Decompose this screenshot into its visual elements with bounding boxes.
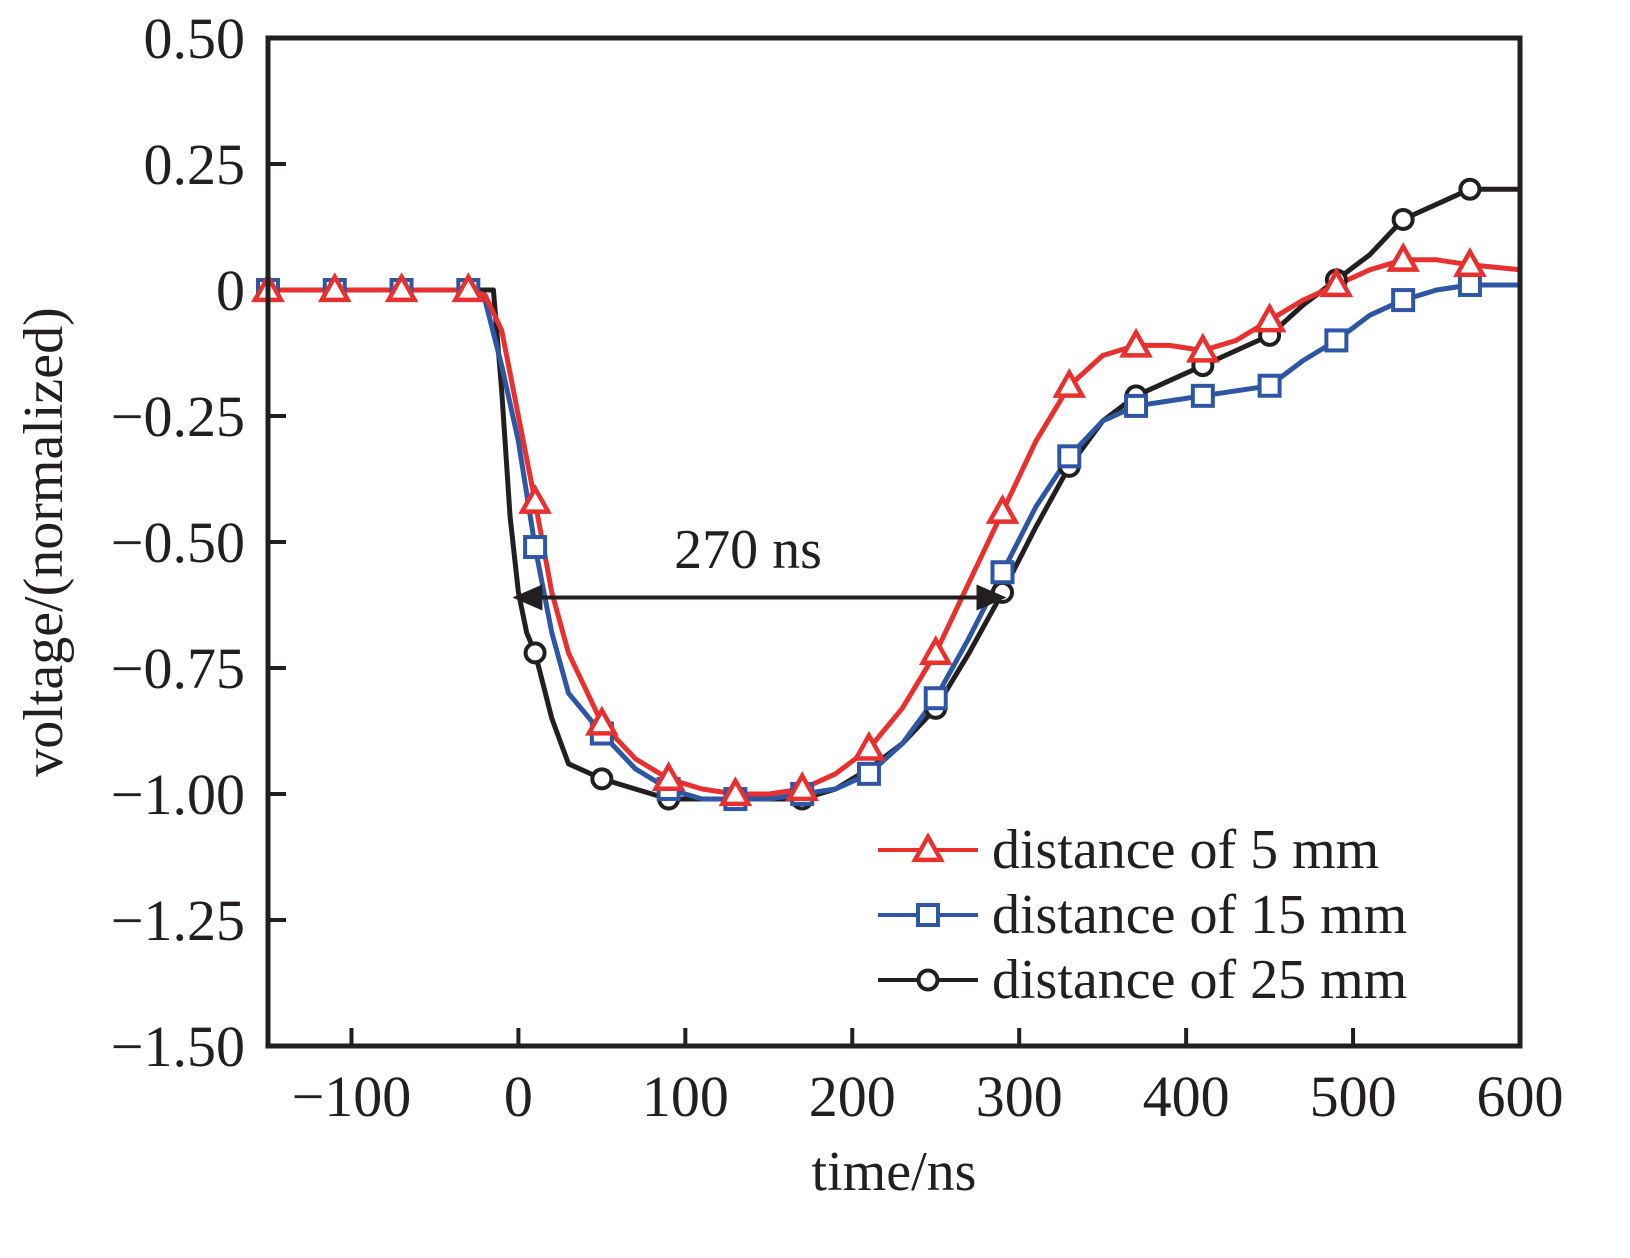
y-tick-label: 0.25 xyxy=(144,132,246,197)
series-3-marker xyxy=(1391,207,1415,231)
y-tick-label: −0.75 xyxy=(111,636,245,701)
y-tick-label: −1.00 xyxy=(111,762,245,827)
x-tick-label: −100 xyxy=(292,1064,412,1129)
series-1-marker xyxy=(651,761,686,792)
legend-triangle-icon xyxy=(911,832,945,863)
legend-square-icon xyxy=(916,903,940,927)
series-2-marker xyxy=(1457,272,1482,297)
series-2-marker xyxy=(1057,444,1082,469)
legend-item-3: distance of 25 mm xyxy=(878,949,1407,1011)
y-tick-label: −0.25 xyxy=(111,384,245,449)
legend-label: distance of 25 mm xyxy=(992,949,1407,1011)
series-2-marker xyxy=(1190,383,1215,408)
x-tick-label: 400 xyxy=(1143,1064,1230,1129)
series-1-marker xyxy=(1119,327,1153,358)
series-2-marker xyxy=(1124,393,1149,418)
series-1-marker xyxy=(1252,302,1287,333)
series-2-marker xyxy=(923,686,948,711)
legend-circle-icon xyxy=(916,968,940,992)
series-3-marker xyxy=(523,641,547,665)
series-1-marker xyxy=(985,493,1020,524)
series-2-marker xyxy=(1324,328,1349,353)
series-1-marker xyxy=(785,771,820,802)
plot-frame xyxy=(265,35,1523,1049)
series-2-marker xyxy=(856,761,881,786)
x-tick-label: 300 xyxy=(976,1064,1063,1129)
y-tick-label: −1.50 xyxy=(111,1014,245,1079)
series-1-marker xyxy=(1386,241,1420,272)
y-axis-title: voltage/(normalized) xyxy=(13,307,75,777)
series-1-marker xyxy=(718,776,753,807)
y-tick-label: −1.25 xyxy=(111,888,245,953)
series-line-1 xyxy=(268,257,1520,797)
series-3-marker xyxy=(1458,177,1482,201)
annotation-label: 270 ns xyxy=(674,519,822,581)
legend-item-1: distance of 5 mm xyxy=(878,819,1379,881)
series-1-marker xyxy=(852,730,886,761)
y-tick-label: 0.50 xyxy=(144,6,246,71)
y-tick-labels: 0.50 0.25 0 −0.25 −0.50 −0.75 −1.00 −1.25 −1.50 xyxy=(111,6,245,1079)
series-markers xyxy=(251,177,1487,812)
x-tick-label: 200 xyxy=(809,1064,896,1129)
series-1-marker xyxy=(1453,247,1487,277)
series-2-marker xyxy=(1257,373,1282,398)
series-2-marker xyxy=(990,560,1015,585)
series-1-marker xyxy=(1319,267,1354,298)
series-1-marker xyxy=(317,272,352,303)
x-axis-title: time/ns xyxy=(812,1141,977,1203)
series-1-marker xyxy=(585,705,619,736)
series-1-marker xyxy=(518,483,552,514)
series-2-marker xyxy=(1391,288,1416,313)
series-1-marker xyxy=(384,272,419,303)
series-lines xyxy=(268,186,1520,802)
series-2-marker xyxy=(523,535,548,560)
x-tick-labels: −100 0 100 200 300 400 500 600 xyxy=(292,1064,1564,1129)
series-1-marker xyxy=(918,635,953,666)
series-3-marker xyxy=(590,767,614,791)
y-tick-label: 0 xyxy=(216,258,245,323)
y-tick-label: −0.50 xyxy=(111,510,245,575)
x-tick-label: 100 xyxy=(642,1064,729,1129)
series-line-2 xyxy=(268,282,1520,802)
series-1-marker xyxy=(451,272,486,303)
series-1-marker xyxy=(1052,367,1087,398)
legend-item-2: distance of 15 mm xyxy=(878,884,1407,946)
x-tick-label: 0 xyxy=(504,1064,533,1129)
legend-label: distance of 5 mm xyxy=(992,819,1379,881)
x-tick-label: 600 xyxy=(1477,1064,1564,1129)
annotation: 270 ns xyxy=(512,519,1007,611)
series-1-marker xyxy=(1185,332,1220,363)
annotation-arrowhead-left xyxy=(512,584,543,611)
axis-ticks xyxy=(268,162,1356,1046)
legend-label: distance of 15 mm xyxy=(992,884,1407,946)
annotation-arrowhead-right xyxy=(976,584,1007,611)
x-tick-label: 500 xyxy=(1310,1064,1397,1129)
